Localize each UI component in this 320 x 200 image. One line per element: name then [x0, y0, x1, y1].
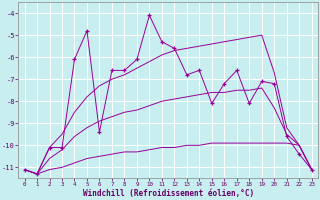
- X-axis label: Windchill (Refroidissement éolien,°C): Windchill (Refroidissement éolien,°C): [83, 189, 254, 198]
